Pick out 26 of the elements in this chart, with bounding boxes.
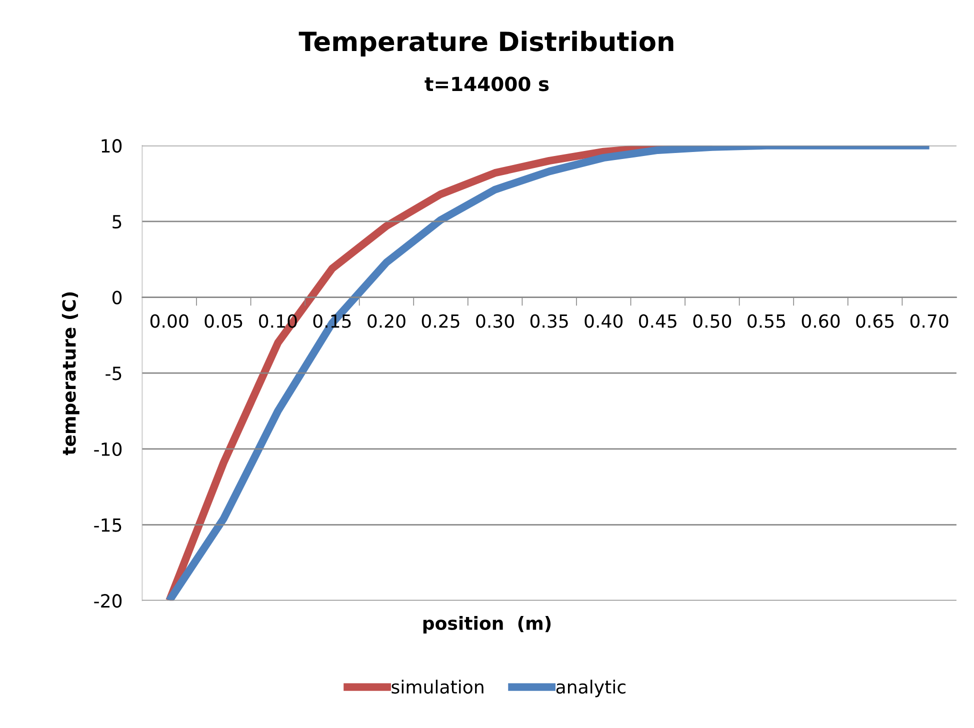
x-tick-label: 0.30 xyxy=(476,314,514,328)
legend-label: analytic xyxy=(556,680,626,698)
y-tick-label: -20 xyxy=(94,594,122,608)
x-axis-title: position (m) xyxy=(423,616,551,634)
y-tick-label: -5 xyxy=(106,366,122,380)
x-tick-label: 0.50 xyxy=(693,314,732,328)
y-tick-label: 10 xyxy=(102,139,122,153)
x-tick-label: 0.45 xyxy=(638,314,676,328)
chart-subtitle: t=144000 s xyxy=(424,76,549,92)
x-tick-label: 0.65 xyxy=(856,314,894,328)
x-tick-label: 0.60 xyxy=(802,314,840,328)
y-tick-label: -10 xyxy=(94,442,122,456)
y-tick-label: 5 xyxy=(112,215,122,229)
y-tick-label: -15 xyxy=(94,518,122,532)
y-tick-label: 0 xyxy=(112,290,122,304)
y-axis-title: temperature (C) xyxy=(62,292,80,456)
x-tick-label: 0.35 xyxy=(530,314,568,328)
x-tick-label: 0.55 xyxy=(748,314,785,328)
x-tick-label: 0.25 xyxy=(422,314,460,328)
x-tick-label: 0.05 xyxy=(204,314,242,328)
legend-label: simulation xyxy=(392,680,484,694)
chart-title: Temperature Distribution xyxy=(298,30,674,56)
x-tick-label: 0.00 xyxy=(150,314,188,328)
x-tick-label: 0.40 xyxy=(584,314,623,328)
x-tick-label: 0.70 xyxy=(910,314,948,328)
x-tick-label: 0.20 xyxy=(368,314,406,328)
